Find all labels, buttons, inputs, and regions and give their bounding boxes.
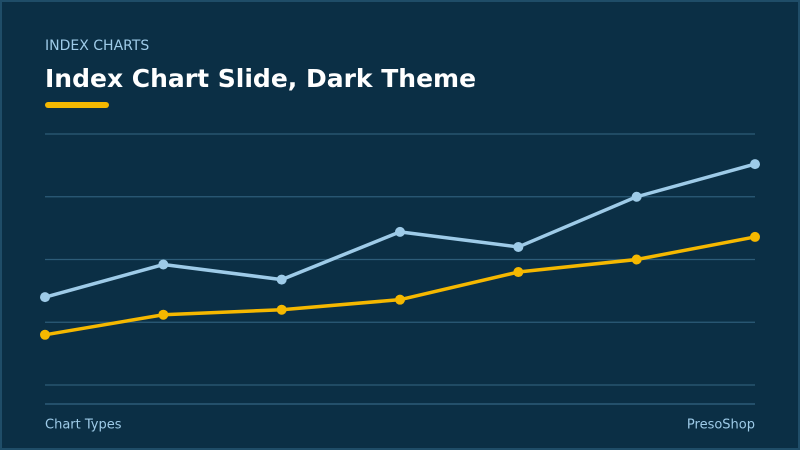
data-point bbox=[40, 329, 50, 340]
data-point bbox=[513, 241, 524, 252]
title-underline bbox=[45, 102, 109, 108]
data-point bbox=[40, 292, 50, 303]
data-point bbox=[276, 274, 287, 285]
data-point bbox=[395, 226, 405, 237]
data-point bbox=[750, 231, 760, 242]
kicker: INDEX CHARTS bbox=[45, 38, 149, 54]
data-point bbox=[513, 267, 524, 278]
data-point bbox=[750, 159, 760, 170]
data-point bbox=[276, 304, 287, 315]
footer-right: PresoShop bbox=[687, 418, 755, 433]
chart-title: Index Chart Slide, Dark Theme bbox=[45, 64, 476, 93]
data-point bbox=[158, 259, 169, 270]
data-point bbox=[158, 309, 169, 320]
data-point bbox=[631, 191, 642, 202]
data-point bbox=[631, 254, 642, 265]
data-point bbox=[395, 294, 405, 305]
footer-left: Chart Types bbox=[45, 418, 122, 433]
